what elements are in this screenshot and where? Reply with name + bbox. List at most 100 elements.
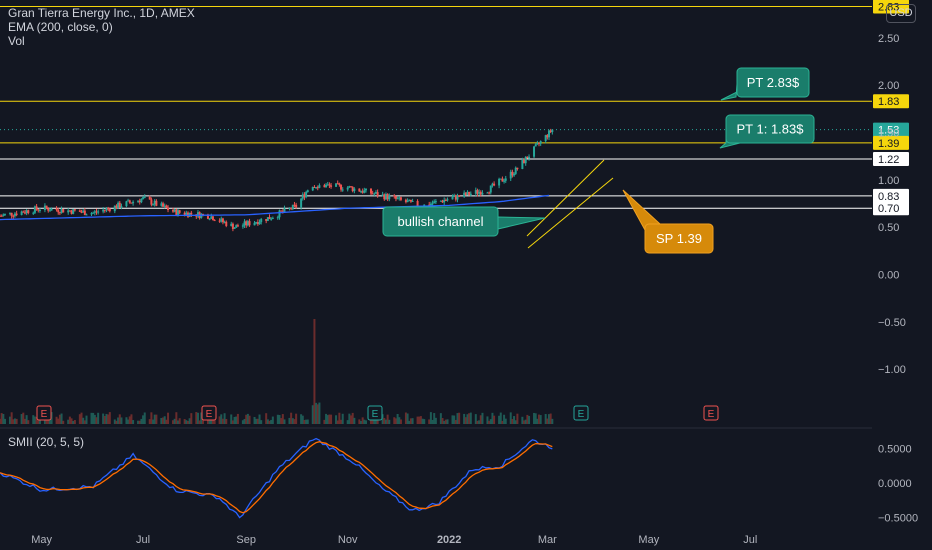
callout-0[interactable]: PT 2.83$ <box>720 67 810 101</box>
callouts[interactable]: PT 2.83$ PT 1: 1.83$ bullish channel SP 1.3… <box>382 67 815 254</box>
candle-body <box>115 205 118 209</box>
candle-body <box>315 187 318 189</box>
volume-bar <box>138 420 141 424</box>
candle-body <box>183 212 186 215</box>
level-tag-5 <box>873 188 909 203</box>
callout-box-3[interactable] <box>644 223 714 254</box>
candle-body <box>268 217 271 220</box>
candle-body <box>493 183 496 186</box>
volume-indicator-label[interactable]: Vol <box>8 34 25 48</box>
oscillator-axis[interactable]: 0.5000 0.0000 −0.5000 <box>878 444 918 525</box>
candle-body <box>513 173 516 176</box>
volume-bar <box>546 418 549 424</box>
volume-bar <box>411 418 414 424</box>
volume-bar <box>148 419 151 424</box>
volume-bar <box>117 417 120 424</box>
volume-bar <box>37 419 40 424</box>
candle-body <box>408 199 411 201</box>
candle-body <box>358 188 361 192</box>
volume-bar <box>103 416 106 424</box>
callout-box-1[interactable] <box>725 114 815 144</box>
volume-bar <box>300 414 303 424</box>
time-axis[interactable]: May Jul Sep Nov 2022 Mar May Jul <box>31 534 757 546</box>
volume-bar <box>504 418 507 424</box>
candle-body <box>255 222 258 224</box>
callout-box-0[interactable] <box>736 67 810 98</box>
volume-bar <box>538 414 541 424</box>
candle-body <box>243 221 246 226</box>
earnings-marker-3[interactable] <box>573 405 589 421</box>
oscillator-label[interactable]: SMII (20, 5, 5) <box>8 435 85 449</box>
volume-bar <box>443 420 446 424</box>
volume-bar <box>466 414 469 424</box>
candle-body <box>325 184 328 188</box>
currency-button[interactable]: USD <box>886 4 916 23</box>
candle-body <box>163 205 166 207</box>
channel-upper-line[interactable] <box>526 159 605 237</box>
volume-bar <box>406 413 409 424</box>
candle-body <box>381 194 384 196</box>
ema-indicator-label[interactable]: EMA (200, close, 0) <box>8 20 113 34</box>
volume-bar <box>336 420 339 424</box>
earnings-marker-1[interactable] <box>201 405 217 421</box>
volume-bar <box>120 417 123 424</box>
candle-body <box>463 192 466 197</box>
callout-2[interactable]: bullish channel <box>382 206 546 237</box>
candle-body <box>509 171 512 179</box>
volume-bar <box>225 418 228 424</box>
volume-bar <box>190 413 193 424</box>
candle-body <box>270 218 273 220</box>
volume-bar <box>260 420 263 424</box>
volume-bar <box>132 420 135 424</box>
volume-bar <box>115 420 118 424</box>
candle-body <box>38 210 41 212</box>
volume-bar <box>353 417 356 424</box>
candle-body <box>376 192 379 196</box>
candle-body <box>433 201 436 204</box>
level-tag-label-6: 0.70 <box>878 203 899 215</box>
candle-body <box>404 199 407 203</box>
candle-body <box>536 142 539 145</box>
volume-bar <box>70 418 73 424</box>
candle-body <box>50 208 53 211</box>
volume-bar <box>221 418 224 424</box>
volume-bar <box>235 416 238 424</box>
volume-bar <box>346 420 349 424</box>
osc-tick-0: 0.5000 <box>878 444 912 456</box>
callout-3[interactable]: SP 1.39 <box>622 189 714 254</box>
price-axis[interactable]: 3.002.502.001.501.000.500.00−0.50−1.00 <box>878 0 906 376</box>
candle-body <box>201 214 204 216</box>
candle-body <box>107 208 110 210</box>
volume-bar <box>325 413 328 424</box>
volume-bar <box>434 417 437 424</box>
candle-body <box>295 204 298 208</box>
bullish-channel-lines[interactable] <box>526 159 614 249</box>
volume-bar <box>13 418 16 424</box>
volume-bar <box>92 412 95 424</box>
earnings-marker-4[interactable] <box>703 405 719 421</box>
candle-body <box>428 204 431 206</box>
volume-bar <box>165 419 168 424</box>
candle-body <box>456 195 459 200</box>
candle-body <box>396 198 399 200</box>
candle-body <box>132 201 135 204</box>
candle-body <box>108 208 111 212</box>
callout-1[interactable]: PT 1: 1.83$ <box>719 114 815 149</box>
candle-body <box>478 191 481 194</box>
callout-box-2[interactable] <box>382 206 499 237</box>
earnings-marker-2[interactable] <box>367 405 383 421</box>
volume-bar <box>409 418 412 424</box>
candle-body <box>125 201 128 207</box>
volume-bar <box>361 417 364 424</box>
candle-body <box>223 221 226 223</box>
price-tick-2: 2.00 <box>878 80 899 92</box>
channel-lower-line[interactable] <box>527 177 614 249</box>
earnings-marker-0[interactable] <box>36 405 52 421</box>
volume-bar <box>474 414 477 424</box>
candle-body <box>546 135 549 138</box>
candle-body <box>97 211 100 213</box>
candle-body <box>431 203 434 205</box>
volume-bar <box>265 413 268 424</box>
